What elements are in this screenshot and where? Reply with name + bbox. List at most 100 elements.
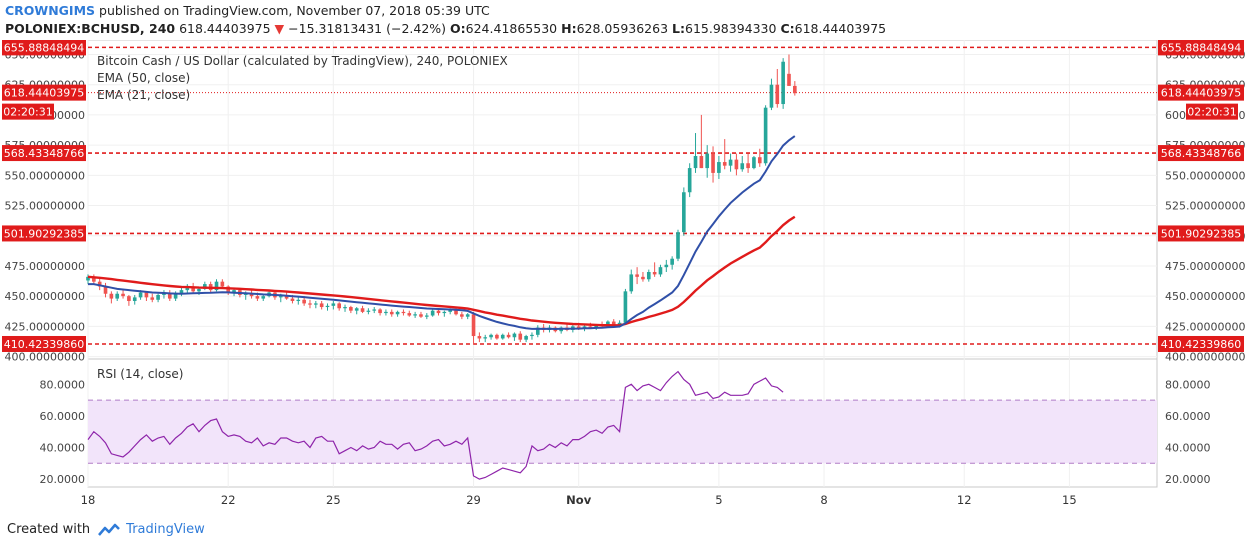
level-label-left: 655.88848494 [4, 41, 84, 54]
candle-body [506, 334, 511, 338]
candle-body [138, 292, 143, 298]
candle-body [535, 327, 540, 335]
close-label: C: [780, 21, 795, 36]
time-tick-label: 25 [326, 493, 341, 507]
countdown-label-left: 02:20:31 [3, 106, 52, 119]
tradingview-brand[interactable]: TradingView [126, 522, 205, 537]
candle-body [185, 286, 190, 291]
candle-body [413, 314, 417, 316]
candle-body [728, 159, 733, 166]
last-price: 618.44403975 [179, 21, 271, 36]
candle-body [524, 336, 528, 340]
candle-body [401, 311, 406, 314]
candle-body [167, 292, 172, 299]
candle-body [460, 314, 464, 317]
candle-body [103, 286, 108, 294]
created-with-text: Created with [7, 522, 91, 537]
level-label-left-bg [2, 335, 86, 352]
level-label-right-bg [1158, 225, 1244, 242]
candle-body [302, 299, 306, 304]
level-label-right: 655.88848494 [1161, 41, 1241, 54]
level-label-left-bg [2, 225, 86, 242]
candle-body [646, 272, 651, 280]
candle-body [477, 336, 482, 339]
level-label-left-bg [2, 39, 86, 56]
price-tick-right: 525.00000000 [1165, 200, 1245, 213]
candle-body [255, 296, 260, 299]
candle-body [92, 276, 96, 282]
author-name[interactable]: CROWNGIMS [5, 3, 96, 18]
candle-body [366, 310, 371, 312]
candle-body [641, 276, 645, 280]
candle-body [705, 153, 710, 169]
candle-body [442, 311, 447, 314]
candle-body [775, 84, 780, 105]
candle-body [226, 286, 231, 293]
candle-body [290, 298, 295, 301]
candle-body [331, 303, 336, 306]
candle-body [325, 305, 330, 308]
candle-body [757, 157, 762, 164]
price-tick-right: 400.00000000 [1165, 351, 1245, 364]
candle-body [763, 107, 768, 164]
candle-body [635, 274, 639, 277]
chart-svg[interactable]: 400.00000000 400.00000000 425.00000000 425.… [0, 39, 1246, 518]
last-price-label-left-bg [2, 84, 86, 101]
candle-body [711, 153, 715, 173]
candle-body [261, 296, 266, 299]
countdown-label-left-bg [2, 103, 54, 120]
candle-body [500, 334, 505, 339]
candle-body [156, 294, 160, 300]
symbol-interval: POLONIEX:BCHUSD, 240 [5, 21, 176, 36]
candle-body [436, 310, 441, 314]
candle-body [354, 308, 359, 311]
ema-layer [87, 135, 796, 331]
candle-body [734, 159, 739, 170]
candle-body [407, 313, 412, 316]
candle-body [746, 163, 750, 169]
ema50-legend: EMA (50, close) [97, 71, 190, 85]
grid-layer [87, 40, 1157, 487]
tradingview-logo-icon [98, 523, 121, 536]
footer: Created with TradingView [7, 522, 205, 537]
candle-body [360, 308, 365, 312]
published-text: published on TradingView.com, November 0… [99, 3, 490, 18]
candle-body [495, 334, 499, 339]
price-pane[interactable] [87, 39, 1158, 360]
candle-body [115, 293, 120, 299]
candle-body [530, 334, 534, 337]
down-arrow-icon: ▼ [274, 21, 285, 36]
price-tick-left: 400.00000000 [5, 351, 85, 364]
level-label-left: 410.42339860 [4, 338, 84, 351]
time-tick-label: 18 [81, 493, 96, 507]
level-label-right-bg [1158, 145, 1244, 162]
candle-body [395, 311, 400, 315]
open-value: 624.41865530 [465, 21, 558, 36]
candle-body [483, 337, 488, 339]
countdown-label-right: 02:20:31 [1187, 106, 1236, 119]
candle-body [664, 264, 669, 268]
publish-line: CROWNGIMS published on TradingView.com, … [5, 3, 490, 18]
rsi-tick-right: 80.0000 [1165, 378, 1211, 391]
candle-body [623, 291, 628, 323]
candle-body [173, 293, 178, 299]
candle-body [86, 276, 90, 281]
candle-body [682, 192, 686, 233]
rsi-tick-left: 60.0000 [40, 410, 86, 423]
rsi-tick-right: 60.0000 [1165, 410, 1211, 423]
price-tick-right: 425.00000000 [1165, 320, 1245, 333]
candle-body [284, 296, 289, 299]
candle-body [617, 322, 622, 326]
candle-body [97, 281, 102, 287]
rsi-tick-right: 20.0000 [1165, 473, 1211, 486]
candle-body [278, 296, 283, 298]
candle-body [214, 281, 219, 291]
candle-body [144, 292, 149, 298]
candle-body [693, 156, 698, 169]
candle-body [132, 297, 137, 301]
chart-area[interactable]: 400.00000000 400.00000000 425.00000000 425.… [0, 39, 1246, 518]
candle-body [518, 333, 523, 340]
close-value: 618.44403975 [794, 21, 887, 36]
price-tick-right: 450.00000000 [1165, 290, 1245, 303]
candle-body [319, 303, 324, 308]
